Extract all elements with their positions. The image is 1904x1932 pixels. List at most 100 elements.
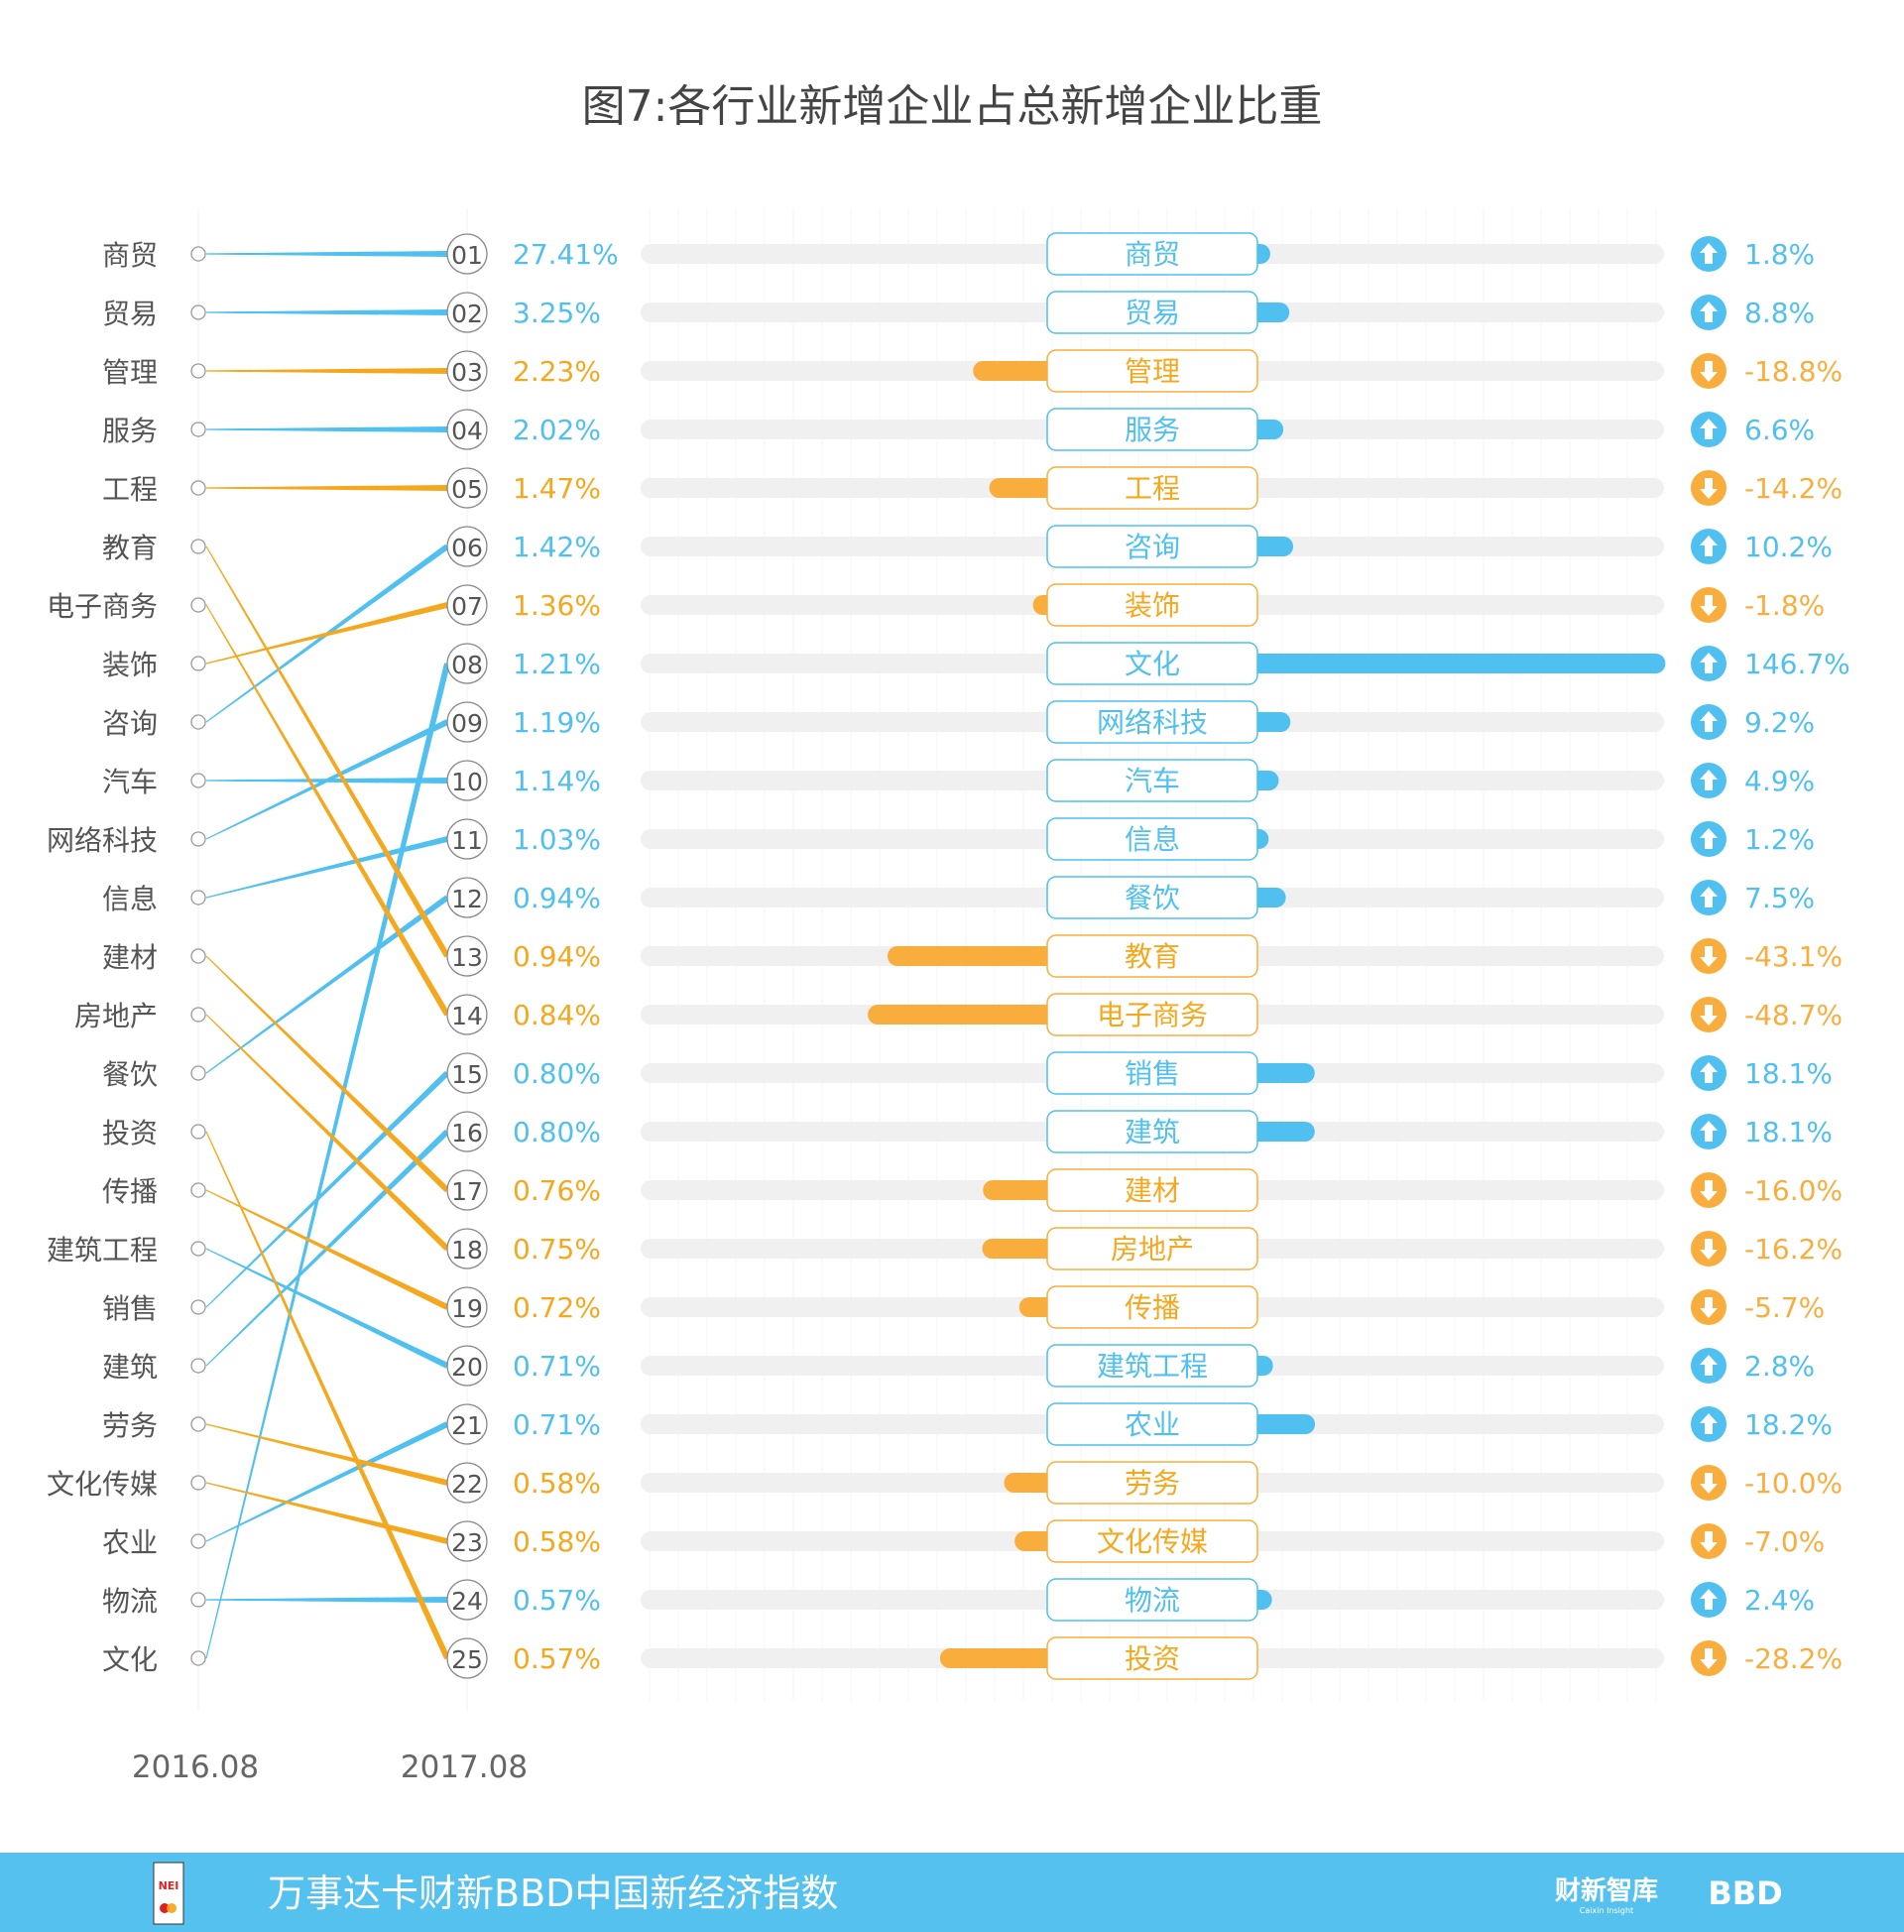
category-label: 教育 <box>1125 940 1180 973</box>
share-value: 2.23% <box>513 355 601 388</box>
share-value: 0.75% <box>513 1233 601 1266</box>
share-value: 0.76% <box>513 1174 601 1207</box>
row-14: 14 0.84% 电子商务 -48.7% <box>446 993 1843 1036</box>
rank-line-装饰 <box>205 602 448 664</box>
rank-badge <box>446 760 488 801</box>
rank-line-服务 <box>206 426 447 432</box>
row-05: 05 1.47% 工程 -14.2% <box>446 466 1843 510</box>
category-label: 建筑工程 <box>1097 1350 1208 1383</box>
share-value: 1.19% <box>513 706 601 739</box>
dot-2016 <box>190 480 206 496</box>
rank-line-销售 <box>205 1070 450 1308</box>
rank-number: 16 <box>451 1119 483 1147</box>
change-bar <box>1246 654 1666 673</box>
caixin-logo: 财新智库 <box>1555 1875 1658 1906</box>
rank-line-工程 <box>206 485 447 491</box>
rank-number: 06 <box>451 534 483 562</box>
category-label-box <box>1046 291 1258 334</box>
dot-2016 <box>190 1358 206 1374</box>
arrow-up-icon <box>1691 295 1726 330</box>
rank-badge <box>446 1345 488 1387</box>
dot-2016 <box>190 714 206 730</box>
change-bar <box>983 1180 1059 1200</box>
row-18: 18 0.75% 房地产 -16.2% <box>446 1227 1843 1270</box>
dot-2016 <box>190 890 206 906</box>
rank-badge <box>446 467 488 509</box>
rank-line-房地产 <box>205 1014 450 1252</box>
rank-line-传播 <box>205 1189 449 1310</box>
rank-line-物流 <box>206 1597 447 1603</box>
category-label-box <box>1046 349 1258 393</box>
change-bar <box>1246 1122 1315 1142</box>
label-2016: 餐饮 <box>102 1058 158 1091</box>
dot-2016 <box>190 363 206 379</box>
rows: 商贸贸易管理服务工程教育电子商务装饰咨询汽车网络科技信息建材房地产餐饮投资传播建… <box>47 232 1850 1680</box>
category-label: 投资 <box>1125 1642 1180 1675</box>
row-22: 22 0.58% 劳务 -10.0% <box>446 1461 1843 1505</box>
category-label: 网络科技 <box>1097 706 1208 739</box>
dot-2016 <box>190 1299 206 1315</box>
category-label: 汽车 <box>1125 765 1180 797</box>
rank-number: 19 <box>451 1294 483 1323</box>
change-value: 10.2% <box>1744 531 1833 563</box>
change-value: 6.6% <box>1744 414 1815 446</box>
change-value: 4.9% <box>1744 765 1815 797</box>
label-2016: 建筑工程 <box>47 1234 158 1267</box>
change-value: -43.1% <box>1744 940 1843 973</box>
period-label-2016: 2016.08 <box>132 1750 259 1785</box>
rank-line-餐饮 <box>205 895 449 1074</box>
arrow-up-icon <box>1691 880 1726 915</box>
rank-badge <box>446 1111 488 1152</box>
label-2016: 咨询 <box>102 707 158 740</box>
arrow-down-icon <box>1691 1231 1726 1267</box>
arrow-up-icon <box>1691 529 1726 564</box>
rank-badge <box>446 526 488 567</box>
rank-line-管理 <box>206 368 447 374</box>
change-value: 2.4% <box>1744 1584 1815 1617</box>
label-2016: 网络科技 <box>47 824 158 857</box>
rank-badge <box>446 701 488 743</box>
dot-2016 <box>190 656 206 671</box>
change-bar <box>1246 1063 1315 1083</box>
category-label-box <box>1046 466 1258 510</box>
category-label-box <box>1046 1051 1258 1095</box>
dot-2016 <box>190 304 206 320</box>
row-04: 04 2.02% 服务 6.6% <box>446 408 1815 451</box>
arrow-up-icon <box>1691 646 1726 681</box>
rank-number: 17 <box>451 1177 483 1206</box>
change-value: 1.8% <box>1744 238 1815 271</box>
category-label: 传播 <box>1125 1291 1180 1324</box>
share-value: 0.94% <box>513 882 601 914</box>
footer-band: NEI 万事达卡财新BBD中国新经济指数 财新智库 Caixin Insight… <box>0 1853 1904 1932</box>
rank-line-投资 <box>205 1131 450 1660</box>
category-label-box <box>1046 1285 1258 1329</box>
rank-number: 18 <box>451 1236 483 1265</box>
arrow-up-icon <box>1691 236 1726 272</box>
label-2016: 汽车 <box>102 766 158 798</box>
rank-change-lines <box>205 251 450 1660</box>
rank-number: 21 <box>451 1411 483 1440</box>
change-value: -1.8% <box>1744 589 1825 622</box>
category-label-box <box>1046 1110 1258 1153</box>
row-01: 01 27.41% 商贸 1.8% <box>446 232 1815 276</box>
rank-badge <box>446 643 488 684</box>
category-label: 建材 <box>1125 1174 1180 1207</box>
arrow-up-icon <box>1691 1114 1726 1149</box>
row-13: 13 0.94% 教育 -43.1% <box>446 934 1843 978</box>
arrow-down-icon <box>1691 353 1726 389</box>
rank-line-电子商务 <box>205 604 450 1017</box>
label-2016: 物流 <box>102 1585 158 1618</box>
category-label-box <box>1046 1578 1258 1622</box>
rank-badge <box>446 1520 488 1562</box>
rank-badge <box>446 818 488 860</box>
dot-2016 <box>190 773 206 788</box>
dot-2016 <box>190 1650 206 1666</box>
rank-number: 14 <box>451 1002 483 1030</box>
change-value: -7.0% <box>1744 1525 1825 1558</box>
rank-number: 24 <box>451 1587 483 1616</box>
rank-badge <box>446 1228 488 1269</box>
rank-line-汽车 <box>206 778 447 784</box>
rank-line-劳务 <box>205 1423 448 1486</box>
arrow-down-icon <box>1691 997 1726 1032</box>
label-2016: 建筑 <box>102 1351 158 1384</box>
